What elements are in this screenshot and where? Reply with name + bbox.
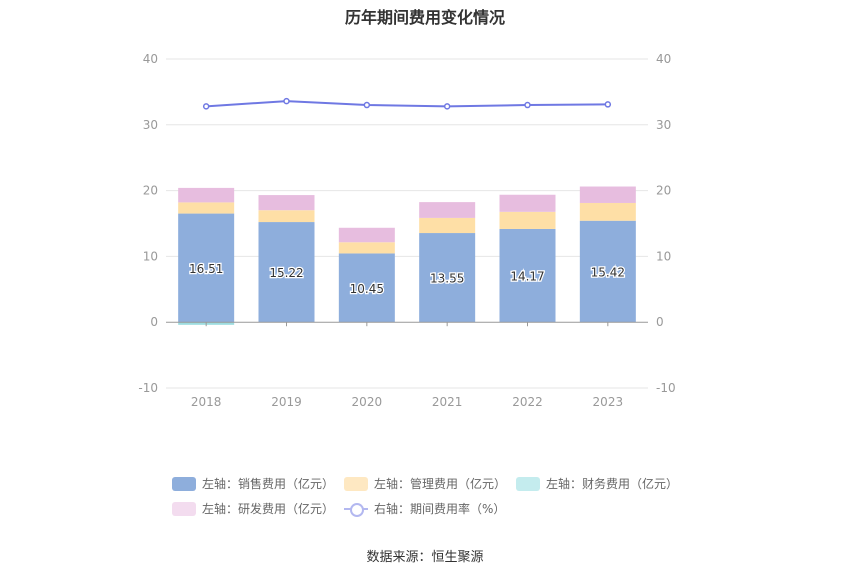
bar-segment — [178, 202, 235, 214]
x-tick-label: 2023 — [593, 395, 624, 409]
chart-title: 历年期间费用变化情况 — [344, 8, 505, 27]
rate-point — [283, 97, 290, 105]
y-tick-label-right: -10 — [656, 381, 676, 395]
data-label: 10.45 — [350, 282, 384, 296]
bar-segment — [258, 195, 315, 211]
bar-segment — [419, 233, 476, 323]
bar-segment — [579, 202, 636, 221]
x-tick-label: 2022 — [512, 395, 543, 409]
rate-point — [524, 101, 531, 109]
bar-segment — [338, 242, 395, 254]
bar-segment — [258, 222, 315, 323]
y-tick-label-left: -10 — [138, 381, 158, 395]
rate-point — [443, 103, 451, 110]
data-label: 15.22 — [269, 266, 303, 280]
y-tick-label-left: 30 — [143, 118, 158, 132]
x-tick-label: 2021 — [432, 395, 463, 409]
bar-segment — [579, 220, 636, 323]
legend-swatch-finance — [516, 476, 540, 491]
legend-label-finance: 左轴：财务费用（亿元） — [546, 477, 679, 491]
rate-point — [363, 101, 371, 109]
legend-line-icon — [344, 502, 368, 517]
bar-segment — [178, 213, 235, 323]
legend-item-admin[interactable]: 左轴：管理费用（亿元） — [344, 475, 516, 492]
data-source: 数据来源：恒生聚源 — [366, 550, 484, 565]
bar-segment — [338, 253, 395, 323]
legend-swatch-rnd — [172, 501, 196, 516]
bar-segment — [419, 217, 476, 234]
bar-segment — [499, 211, 556, 229]
y-tick-label-left: 40 — [143, 52, 158, 66]
rate-point — [604, 101, 612, 108]
bar-segment — [579, 186, 636, 203]
legend-label-sales: 左轴：销售费用（亿元） — [202, 477, 335, 491]
y-tick-label-right: 10 — [656, 249, 671, 263]
data-label: 15.42 — [591, 265, 625, 279]
legend-label-rate: 右轴：期间费用率（%） — [374, 502, 506, 516]
data-label: 16.51 — [189, 262, 223, 276]
rate-point — [202, 103, 210, 110]
data-label: 14.17 — [510, 270, 544, 284]
x-tick-label: 2018 — [191, 395, 222, 409]
x-tick-label: 2019 — [271, 395, 302, 409]
grid-layer — [166, 58, 648, 389]
legend-item-finance[interactable]: 左轴：财务费用（亿元） — [516, 475, 688, 492]
legend-swatch-sales — [172, 476, 196, 491]
data-label: 13.55 — [430, 272, 464, 286]
legend-label-admin: 左轴：管理费用（亿元） — [374, 477, 507, 491]
legend-item-rnd[interactable]: 左轴：研发费用（亿元） — [172, 500, 344, 517]
legend-swatch-admin — [344, 476, 368, 491]
bar-layer — [178, 186, 636, 325]
y-tick-label-left: 20 — [143, 184, 158, 198]
label-layer: 16.51 15.22 10.45 13.55 14.17 15.42 — [188, 261, 627, 297]
line-layer — [202, 97, 612, 110]
legend-item-sales[interactable]: 左轴：销售费用（亿元） — [172, 475, 344, 492]
x-tick-label: 2020 — [352, 395, 383, 409]
rate-line — [206, 100, 608, 108]
y-tick-label-right: 0 — [656, 315, 664, 329]
legend: 左轴：销售费用（亿元） 左轴：管理费用（亿元） 左轴：财务费用（亿元） 左轴：研… — [172, 471, 692, 521]
y-tick-label-left: 10 — [143, 249, 158, 263]
bar-segment — [499, 194, 556, 212]
y-tick-label-left: 0 — [150, 315, 158, 329]
y-tick-label-right: 40 — [656, 52, 671, 66]
bar-segment — [178, 187, 235, 203]
legend-label-rnd: 左轴：研发费用（亿元） — [202, 502, 335, 516]
bar-segment — [419, 202, 476, 218]
y-tick-label-right: 30 — [656, 118, 671, 132]
y-tick-label-right: 20 — [656, 184, 671, 198]
bar-segment — [338, 227, 395, 243]
legend-item-rate[interactable]: 右轴：期间费用率（%） — [344, 500, 516, 517]
bar-segment — [499, 228, 556, 323]
bar-segment — [258, 210, 315, 223]
